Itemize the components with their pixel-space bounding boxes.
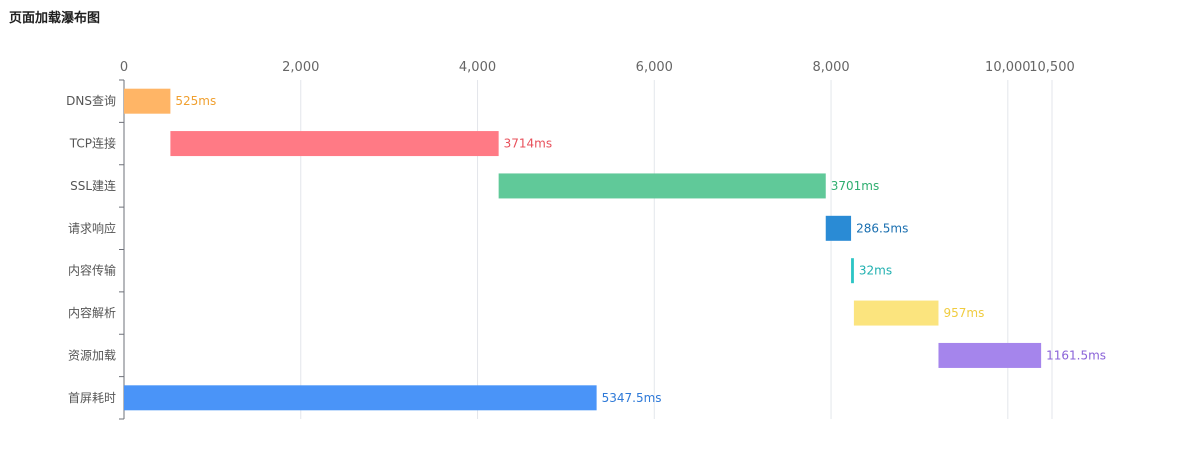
y-tick-label: 内容传输 (68, 263, 116, 278)
chart-title: 页面加载瀑布图 (9, 11, 101, 26)
x-tick-label: 0 (120, 60, 128, 75)
bar-value-label: 957ms (943, 306, 984, 320)
bar (853, 300, 939, 326)
x-tick-label: 4,000 (459, 60, 496, 75)
bar-value-label: 32ms (859, 264, 892, 278)
bar-labels: 525ms 3714ms 3701ms 286.5ms 32ms 957ms 1161.5m… (175, 94, 1106, 405)
bar-value-label: 525ms (175, 94, 216, 108)
bar (170, 131, 499, 157)
x-tick-label: 10,500 (1029, 60, 1075, 75)
y-tick-label: 首屏耗时 (68, 391, 116, 405)
y-tick-label: 请求响应 (68, 220, 116, 235)
bar (124, 385, 597, 411)
bar (851, 258, 854, 284)
bar-value-label: 286.5ms (856, 221, 908, 235)
bar (498, 173, 826, 199)
y-tick-label: 内容解析 (68, 305, 116, 320)
x-tick-label: 2,000 (282, 60, 319, 75)
x-tick-label: 8,000 (812, 60, 849, 75)
y-tick-label: TCP连接 (69, 136, 116, 151)
bar-value-label: 3701ms (831, 179, 879, 193)
x-tick-label: 6,000 (636, 60, 673, 75)
bar-value-label: 3714ms (504, 137, 552, 151)
bar (938, 342, 1042, 368)
bar (825, 215, 852, 241)
bar (124, 88, 171, 114)
bars (124, 88, 1042, 411)
grid-lines (300, 80, 1053, 419)
y-tick-label: 资源加载 (68, 348, 116, 362)
y-tick-label: SSL建连 (70, 178, 116, 193)
bar-value-label: 1161.5ms (1046, 348, 1106, 362)
bar-value-label: 5347.5ms (602, 391, 662, 405)
x-tick-label: 10,000 (985, 60, 1031, 75)
y-tick-label: DNS查询 (66, 94, 116, 108)
